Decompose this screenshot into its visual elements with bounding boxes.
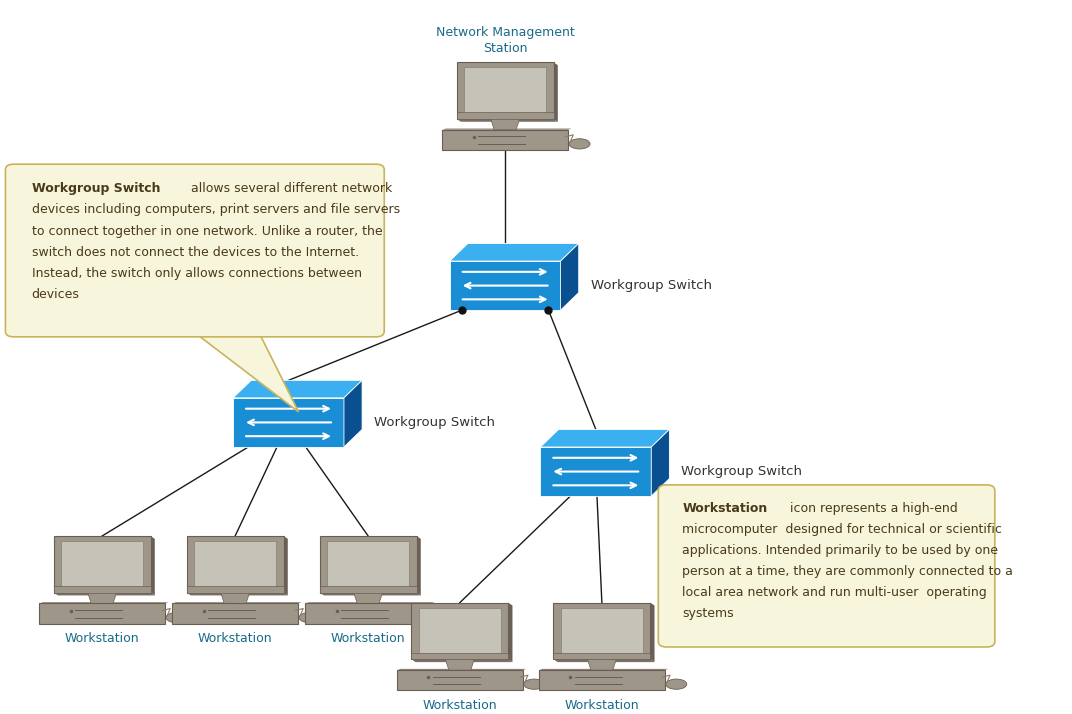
- Text: icon represents a high-end: icon represents a high-end: [786, 502, 957, 515]
- Polygon shape: [450, 261, 561, 310]
- Polygon shape: [540, 429, 669, 447]
- Text: Workgroup Switch: Workgroup Switch: [374, 416, 495, 429]
- Polygon shape: [306, 602, 434, 603]
- FancyBboxPatch shape: [54, 586, 150, 593]
- Polygon shape: [221, 593, 250, 603]
- Polygon shape: [412, 659, 512, 662]
- FancyBboxPatch shape: [553, 653, 651, 659]
- FancyBboxPatch shape: [327, 541, 410, 588]
- Text: Workstation: Workstation: [64, 632, 139, 645]
- Ellipse shape: [299, 613, 321, 623]
- Text: Workgroup Switch: Workgroup Switch: [31, 183, 160, 196]
- Polygon shape: [445, 659, 474, 670]
- Text: local area network and run multi-user  operating: local area network and run multi-user op…: [683, 586, 987, 599]
- FancyBboxPatch shape: [412, 603, 508, 659]
- Text: Network Management
Station: Network Management Station: [436, 26, 575, 55]
- FancyBboxPatch shape: [61, 541, 144, 588]
- Polygon shape: [539, 669, 669, 670]
- FancyBboxPatch shape: [319, 536, 417, 593]
- Polygon shape: [457, 119, 557, 122]
- FancyBboxPatch shape: [187, 536, 284, 593]
- Text: devices: devices: [31, 288, 79, 301]
- FancyBboxPatch shape: [397, 670, 523, 690]
- Polygon shape: [652, 429, 669, 496]
- Polygon shape: [561, 243, 579, 310]
- FancyBboxPatch shape: [457, 62, 553, 119]
- Text: person at a time, they are commonly connected to a: person at a time, they are commonly conn…: [683, 565, 1013, 578]
- Polygon shape: [443, 129, 571, 130]
- Polygon shape: [553, 659, 655, 662]
- FancyBboxPatch shape: [5, 164, 384, 337]
- Text: microcomputer  designed for technical or scientific: microcomputer designed for technical or …: [683, 523, 1002, 536]
- Text: switch does not connect the devices to the Internet.: switch does not connect the devices to t…: [31, 246, 359, 258]
- Polygon shape: [193, 331, 299, 412]
- Text: Workstation: Workstation: [565, 698, 639, 712]
- Polygon shape: [40, 602, 168, 603]
- FancyBboxPatch shape: [319, 586, 417, 593]
- Polygon shape: [540, 447, 652, 496]
- Polygon shape: [284, 536, 287, 595]
- Ellipse shape: [524, 679, 545, 689]
- Polygon shape: [354, 593, 383, 603]
- Polygon shape: [233, 381, 362, 398]
- FancyBboxPatch shape: [443, 130, 568, 150]
- FancyBboxPatch shape: [419, 608, 501, 655]
- FancyBboxPatch shape: [40, 603, 165, 623]
- Text: devices including computers, print servers and file servers: devices including computers, print serve…: [31, 203, 400, 216]
- Polygon shape: [651, 603, 655, 662]
- FancyBboxPatch shape: [553, 603, 651, 659]
- Polygon shape: [187, 593, 287, 595]
- Text: to connect together in one network. Unlike a router, the: to connect together in one network. Unli…: [31, 224, 383, 238]
- FancyBboxPatch shape: [658, 485, 995, 647]
- FancyBboxPatch shape: [539, 670, 665, 690]
- FancyBboxPatch shape: [194, 541, 277, 588]
- Text: Instead, the switch only allows connections between: Instead, the switch only allows connecti…: [31, 266, 361, 280]
- Polygon shape: [553, 62, 557, 122]
- Text: Workstation: Workstation: [683, 502, 768, 515]
- Text: Workstation: Workstation: [198, 632, 272, 645]
- Ellipse shape: [666, 679, 687, 689]
- Text: Workgroup Switch: Workgroup Switch: [682, 465, 803, 478]
- FancyBboxPatch shape: [54, 536, 150, 593]
- Text: Workstation: Workstation: [331, 632, 405, 645]
- Polygon shape: [344, 381, 362, 447]
- Polygon shape: [233, 398, 344, 447]
- Polygon shape: [150, 536, 154, 595]
- FancyBboxPatch shape: [173, 603, 298, 623]
- FancyBboxPatch shape: [561, 608, 643, 655]
- FancyBboxPatch shape: [306, 603, 431, 623]
- Polygon shape: [491, 119, 520, 130]
- Text: allows several different network: allows several different network: [188, 183, 392, 196]
- Polygon shape: [173, 602, 301, 603]
- Polygon shape: [417, 536, 421, 595]
- Ellipse shape: [569, 139, 590, 149]
- Polygon shape: [508, 603, 512, 662]
- FancyBboxPatch shape: [412, 653, 508, 659]
- Polygon shape: [587, 659, 616, 670]
- Polygon shape: [88, 593, 117, 603]
- Text: systems: systems: [683, 607, 734, 620]
- Text: applications. Intended primarily to be used by one: applications. Intended primarily to be u…: [683, 544, 998, 557]
- Ellipse shape: [432, 613, 453, 623]
- Ellipse shape: [166, 613, 187, 623]
- Text: Workstation: Workstation: [422, 698, 497, 712]
- Polygon shape: [397, 669, 526, 670]
- FancyBboxPatch shape: [187, 586, 284, 593]
- Polygon shape: [319, 593, 421, 595]
- Polygon shape: [450, 243, 579, 261]
- Text: Workgroup Switch: Workgroup Switch: [591, 279, 712, 292]
- Polygon shape: [54, 593, 154, 595]
- FancyBboxPatch shape: [457, 112, 553, 119]
- FancyBboxPatch shape: [464, 67, 547, 115]
